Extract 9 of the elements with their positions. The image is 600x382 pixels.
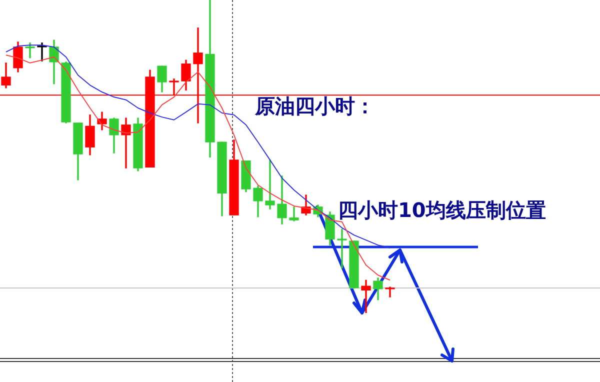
candlestick bbox=[25, 42, 35, 58]
candlestick bbox=[121, 118, 131, 168]
candlestick bbox=[289, 206, 299, 222]
candlestick bbox=[337, 228, 347, 268]
annotation: 原油四小时： bbox=[255, 93, 375, 120]
candlestick bbox=[361, 280, 371, 313]
candlestick bbox=[385, 286, 395, 298]
annotation: 四小时10均线压制位置 bbox=[338, 197, 546, 224]
candlestick bbox=[265, 160, 275, 210]
